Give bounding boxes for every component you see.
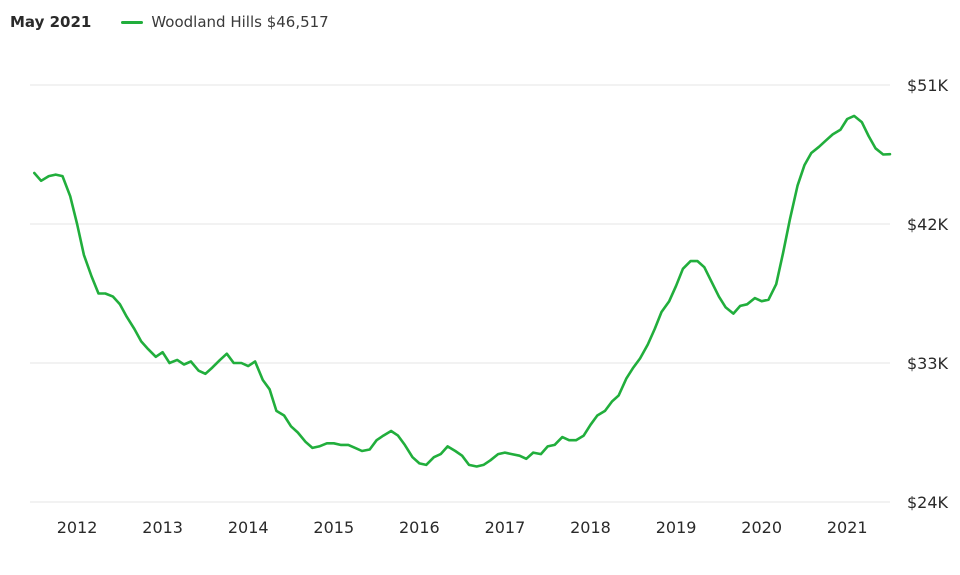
x-tick-label: 2018 [570, 518, 611, 537]
x-tick-label: 2013 [142, 518, 183, 537]
x-tick-label: 2015 [313, 518, 354, 537]
series-line-woodland-hills[interactable] [33, 114, 892, 468]
legend-series-label: Woodland Hills $46,517 [151, 13, 329, 31]
x-tick-label: 2017 [485, 518, 526, 537]
date-label: May 2021 [10, 13, 92, 31]
x-tick-label: 2014 [228, 518, 269, 537]
legend-swatch [121, 20, 144, 24]
chart-header: May 2021 Woodland Hills $46,517 [10, 10, 329, 34]
x-tick-label: 2012 [57, 518, 98, 537]
x-tick-label: 2021 [827, 518, 868, 537]
y-tick-label: $42K [907, 215, 949, 234]
x-tick-label: 2020 [741, 518, 782, 537]
x-tick-label: 2019 [656, 518, 697, 537]
x-tick-label: 2016 [399, 518, 440, 537]
legend: Woodland Hills $46,517 [121, 13, 329, 31]
y-tick-label: $33K [907, 354, 949, 373]
y-tick-label: $24K [907, 493, 949, 512]
y-tick-label: $51K [907, 76, 949, 95]
